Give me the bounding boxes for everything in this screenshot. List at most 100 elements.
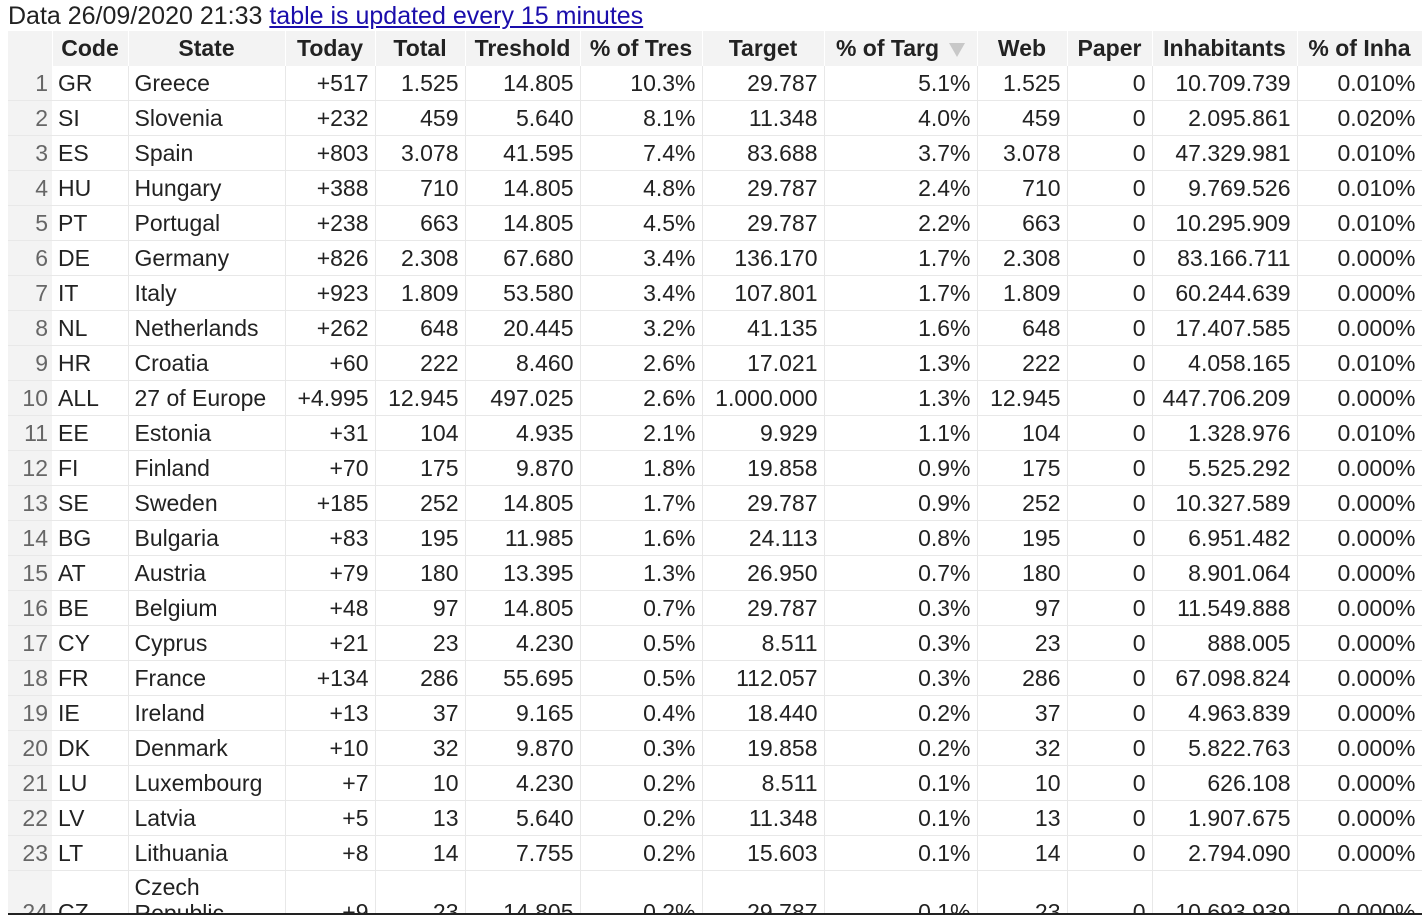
cell-inhabitants: 8.901.064	[1152, 556, 1297, 591]
cell-web: 23	[977, 626, 1067, 661]
cell-inhabitants: 60.244.639	[1152, 276, 1297, 311]
cell-inhabitants: 10.709.739	[1152, 66, 1297, 101]
row-index: 23	[8, 836, 52, 871]
cell-total: 13	[375, 801, 465, 836]
cell-today: +185	[285, 486, 375, 521]
cell-today: +4.995	[285, 381, 375, 416]
column-header-index	[8, 31, 52, 66]
cell-treshold: 67.680	[465, 241, 580, 276]
cell-target: 41.135	[702, 311, 824, 346]
update-info-link[interactable]: table is updated every 15 minutes	[269, 2, 643, 30]
cell-today: +83	[285, 521, 375, 556]
cell-inhabitants: 5.525.292	[1152, 451, 1297, 486]
cell-code: SI	[52, 101, 128, 136]
row-index: 2	[8, 101, 52, 136]
row-index: 4	[8, 171, 52, 206]
results-table-container[interactable]: Code State Today Total Treshold % of Tre…	[8, 31, 1422, 915]
cell-target: 29.787	[702, 66, 824, 101]
cell-web: 195	[977, 521, 1067, 556]
cell-state: Hungary	[128, 171, 285, 206]
row-index: 12	[8, 451, 52, 486]
cell-state: Belgium	[128, 591, 285, 626]
column-header-target[interactable]: Target	[702, 31, 824, 66]
cell-target: 11.348	[702, 801, 824, 836]
cell-pct-inhabitants: 0.000%	[1297, 486, 1422, 521]
cell-paper: 0	[1067, 346, 1152, 381]
column-header-state[interactable]: State	[128, 31, 285, 66]
cell-pct-target: 1.1%	[824, 416, 977, 451]
cell-code: HU	[52, 171, 128, 206]
column-header-inhabitants[interactable]: Inhabitants	[1152, 31, 1297, 66]
cell-target: 83.688	[702, 136, 824, 171]
column-header-pct-inhabitants[interactable]: % of Inha	[1297, 31, 1422, 66]
cell-target: 29.787	[702, 871, 824, 915]
cell-state: Spain	[128, 136, 285, 171]
cell-today: +10	[285, 731, 375, 766]
column-header-pct-target[interactable]: % of Targ	[824, 31, 977, 66]
column-header-total[interactable]: Total	[375, 31, 465, 66]
cell-treshold: 14.805	[465, 871, 580, 915]
cell-today: +7	[285, 766, 375, 801]
cell-pct-inhabitants: 0.000%	[1297, 661, 1422, 696]
column-header-code[interactable]: Code	[52, 31, 128, 66]
cell-code: EE	[52, 416, 128, 451]
cell-today: +8	[285, 836, 375, 871]
cell-target: 19.858	[702, 731, 824, 766]
cell-treshold: 7.755	[465, 836, 580, 871]
row-index: 14	[8, 521, 52, 556]
cell-pct-target: 1.3%	[824, 381, 977, 416]
row-index: 19	[8, 696, 52, 731]
cell-pct-treshold: 0.2%	[580, 871, 702, 915]
column-header-pct-treshold[interactable]: % of Tres	[580, 31, 702, 66]
column-header-treshold[interactable]: Treshold	[465, 31, 580, 66]
cell-pct-target: 0.7%	[824, 556, 977, 591]
cell-web: 222	[977, 346, 1067, 381]
cell-pct-target: 5.1%	[824, 66, 977, 101]
cell-pct-treshold: 3.4%	[580, 276, 702, 311]
cell-pct-inhabitants: 0.010%	[1297, 346, 1422, 381]
cell-web: 286	[977, 661, 1067, 696]
cell-treshold: 11.985	[465, 521, 580, 556]
column-header-web[interactable]: Web	[977, 31, 1067, 66]
cell-code: IT	[52, 276, 128, 311]
cell-state: Netherlands	[128, 311, 285, 346]
row-index: 24	[8, 871, 52, 915]
cell-paper: 0	[1067, 731, 1152, 766]
cell-inhabitants: 888.005	[1152, 626, 1297, 661]
cell-treshold: 9.165	[465, 696, 580, 731]
cell-total: 222	[375, 346, 465, 381]
cell-today: +5	[285, 801, 375, 836]
column-header-paper[interactable]: Paper	[1067, 31, 1152, 66]
row-index: 7	[8, 276, 52, 311]
cell-paper: 0	[1067, 766, 1152, 801]
cell-treshold: 20.445	[465, 311, 580, 346]
cell-pct-target: 0.1%	[824, 766, 977, 801]
cell-pct-target: 0.1%	[824, 836, 977, 871]
column-header-today[interactable]: Today	[285, 31, 375, 66]
cell-total: 23	[375, 871, 465, 915]
